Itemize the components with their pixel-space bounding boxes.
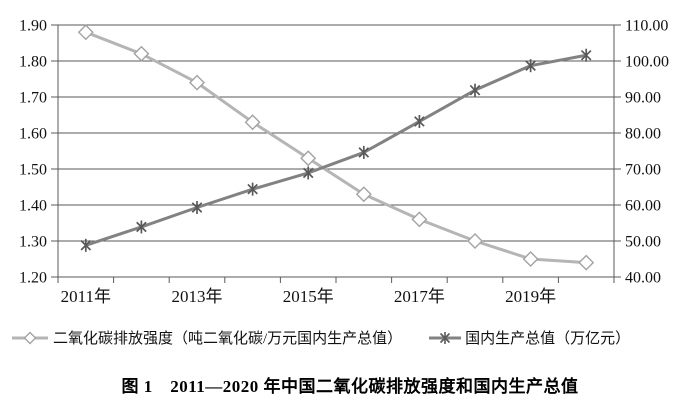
right-axis-tick-label: 90.00 [625, 90, 661, 107]
figure-caption: 图 1 2011—2020 年中国二氧化碳排放强度和国内生产总值 [121, 377, 579, 396]
series-line-0 [85, 30, 587, 265]
axes [51, 24, 621, 283]
left-axis-tick-label: 1.30 [19, 234, 47, 251]
x-axis-tick-label: 2015年 [283, 287, 334, 306]
series-markers-1 [80, 48, 592, 252]
legend-diamond-marker-icon [12, 331, 48, 344]
legend-item-co2-intensity: 二氧化碳排放强度（吨二氧化碳/万元国内生产总值） [10, 327, 402, 348]
left-axis-tick-label: 1.40 [19, 198, 47, 215]
chart-legend: 二氧化碳排放强度（吨二氧化碳/万元国内生产总值） 国内生产总值（万亿元） [10, 327, 700, 348]
axis-tick-labels: 1.20 1.30 1.40 1.50 1.60 1.70 1.80 1.90 40.00 50.… [19, 18, 669, 307]
legend-item-gdp: 国内生产总值（万亿元） [428, 327, 630, 348]
right-axis-tick-label: 50.00 [625, 234, 661, 251]
series-line-1 [85, 53, 587, 247]
legend-label-gdp: 国内生产总值（万亿元） [465, 331, 631, 347]
left-axis-tick-label: 1.90 [19, 18, 47, 35]
right-axis-tick-label: 100.00 [625, 54, 669, 71]
right-axis-tick-label: 110.00 [625, 18, 668, 35]
right-axis-tick-label: 60.00 [625, 198, 661, 215]
left-axis-tick-label: 1.60 [19, 126, 47, 143]
right-axis-tick-label: 70.00 [625, 162, 661, 179]
left-axis-tick-label: 1.20 [19, 270, 47, 287]
right-axis-tick-label: 80.00 [625, 126, 661, 143]
right-axis-tick-label: 40.00 [625, 270, 661, 287]
legend-label-co2-intensity: 二氧化碳排放强度（吨二氧化碳/万元国内生产总值） [53, 331, 403, 347]
legend-asterisk-marker-icon [429, 331, 462, 344]
x-axis-tick-label: 2019年 [505, 287, 556, 306]
left-axis-tick-label: 1.50 [19, 162, 47, 179]
co2-gdp-line-chart: 1.20 1.30 1.40 1.50 1.60 1.70 1.80 1.90 40.00 50.… [19, 18, 669, 307]
gridlines [58, 24, 614, 278]
left-axis-tick-label: 1.80 [19, 54, 47, 71]
series-markers-0 [77, 24, 595, 271]
x-axis-tick-label: 2011年 [61, 287, 111, 306]
x-axis-tick-label: 2013年 [172, 287, 223, 306]
x-axis-tick-label: 2017年 [394, 287, 445, 306]
left-axis-tick-label: 1.70 [19, 90, 47, 107]
